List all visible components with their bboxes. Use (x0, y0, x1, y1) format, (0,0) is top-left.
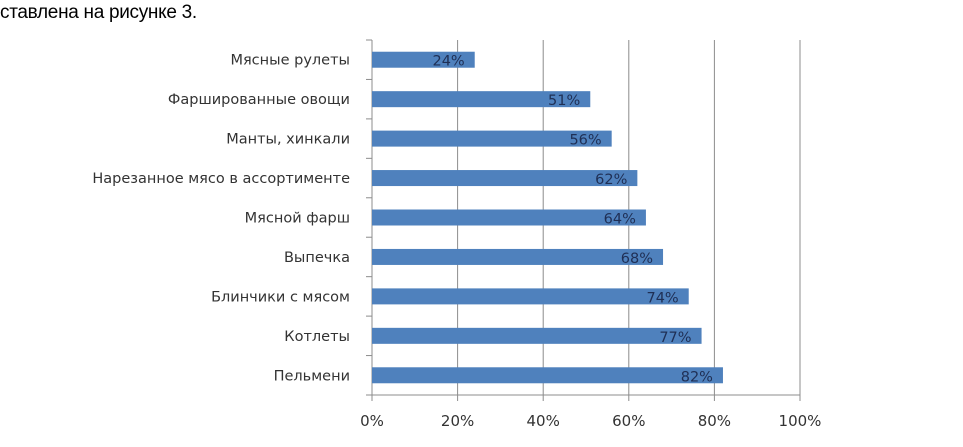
data-label: 62% (595, 172, 627, 188)
bar (372, 248, 664, 265)
data-label: 82% (681, 369, 713, 385)
data-label: 68% (621, 251, 653, 267)
x-tick-label: 20% (441, 412, 474, 430)
data-label: 77% (659, 330, 691, 346)
bar (372, 327, 702, 344)
x-tick-label: 60% (612, 412, 645, 430)
data-label: 74% (646, 290, 678, 306)
x-tick-label: 100% (779, 412, 822, 430)
data-label: 24% (432, 54, 464, 70)
caption-text: ставлена на рисунке 3. (0, 2, 197, 23)
category-label: Нарезанное мясо в ассортименте (92, 171, 350, 187)
category-label: Котлеты (284, 329, 350, 345)
category-label: Выпечка (284, 250, 350, 266)
bar (372, 51, 475, 68)
category-label: Пельмени (274, 368, 350, 384)
category-label: Мясной фарш (245, 211, 350, 227)
data-label: 56% (569, 133, 601, 149)
category-label: Блинчики с мясом (211, 289, 350, 305)
bar (372, 209, 646, 226)
data-label: 64% (604, 212, 636, 228)
bar (372, 288, 689, 305)
bar (372, 91, 591, 108)
bar (372, 170, 638, 187)
bar (372, 367, 723, 384)
category-label: Мясные рулеты (230, 53, 350, 69)
bar (372, 130, 612, 147)
x-tick-label: 0% (360, 412, 384, 430)
data-label: 51% (548, 93, 580, 109)
category-label: Фаршированные овощи (168, 92, 350, 108)
x-tick-label: 80% (698, 412, 731, 430)
category-label: Манты, хинкали (226, 132, 350, 148)
x-tick-label: 40% (527, 412, 560, 430)
